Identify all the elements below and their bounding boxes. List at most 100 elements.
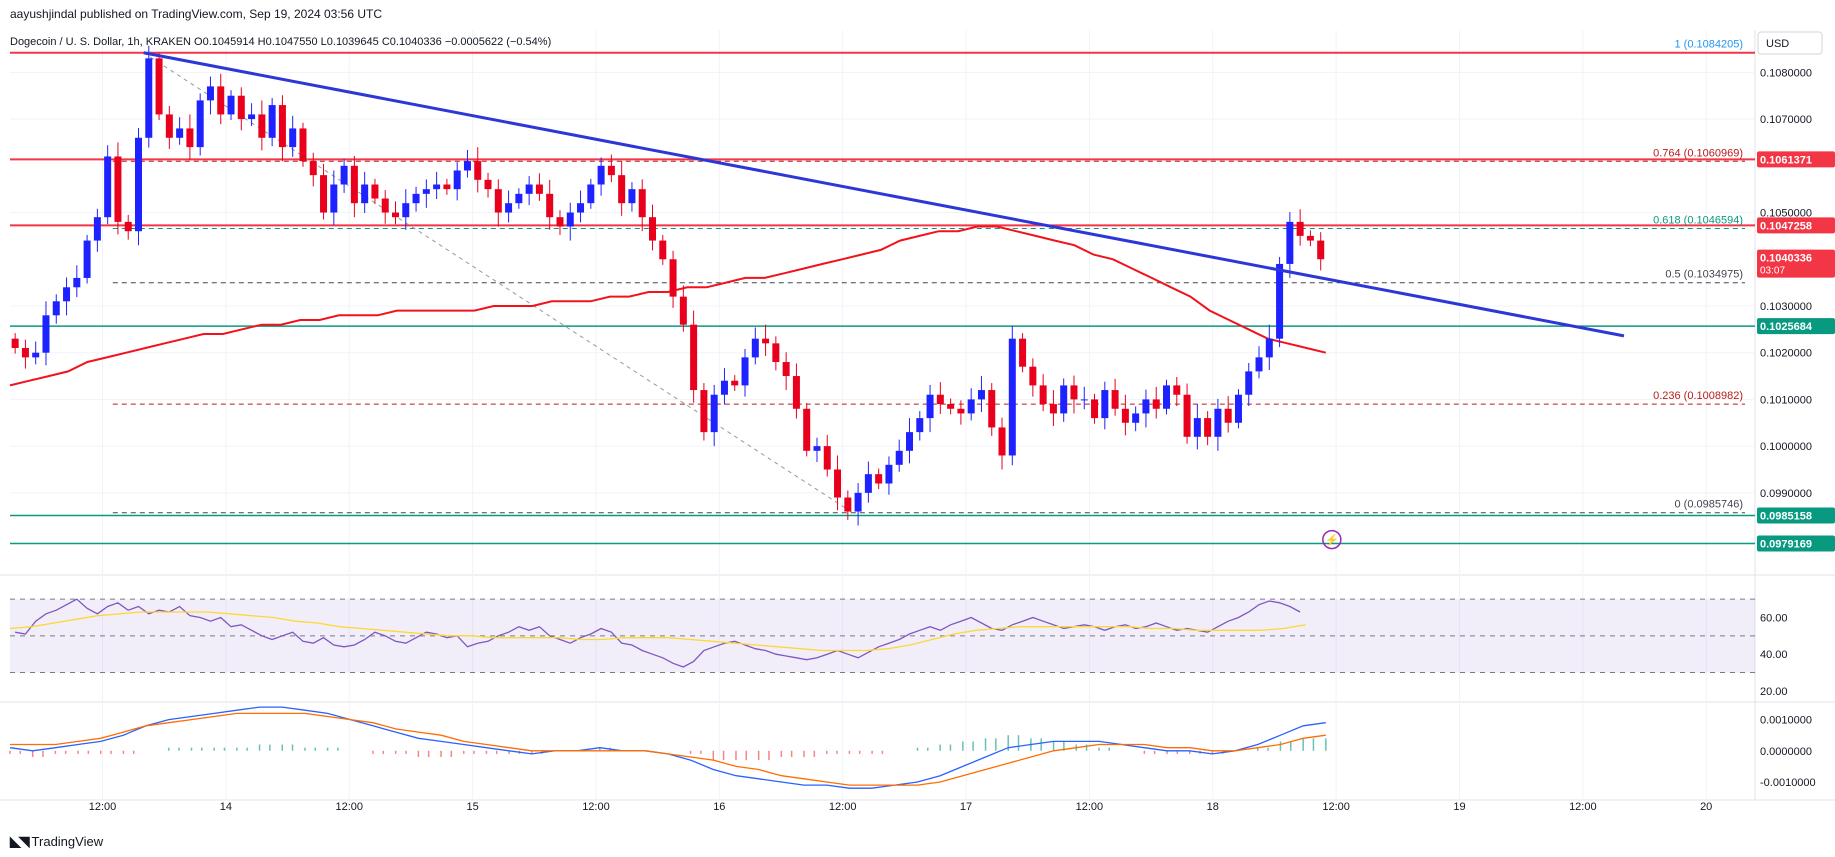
candle-body (813, 446, 821, 451)
candle-body (176, 128, 184, 138)
candle-body (1163, 385, 1170, 409)
moving-average (9, 225, 1327, 387)
trendline-segment (143, 51, 1625, 338)
candle-body (1214, 408, 1222, 437)
candle-body (309, 161, 317, 176)
candle-body (11, 338, 19, 349)
symbol-legend-part: O0.1045914 (191, 36, 255, 48)
rsi-pane (9, 598, 1755, 673)
candle-body (463, 161, 471, 171)
candle-body (844, 497, 852, 512)
candle-body (63, 287, 71, 302)
price-tick-label: 0.1030000 (1760, 301, 1812, 313)
candle-body (227, 95, 235, 115)
candle-body (443, 184, 451, 190)
candle-body (114, 156, 122, 222)
candle-body (875, 474, 883, 484)
candle-body (1234, 394, 1242, 423)
candle-body (1029, 366, 1037, 386)
trendline[interactable] (143, 51, 1625, 338)
price-tick-label: 0.1010000 (1760, 394, 1812, 406)
candle-body (720, 380, 728, 395)
candle-body (340, 165, 348, 185)
price-tag-label: 0.0985158 (1760, 510, 1812, 522)
candle-body (679, 296, 687, 325)
candle-body (124, 221, 132, 232)
time-tick-label: 17 (960, 801, 972, 813)
fib-anchor-line (143, 52, 854, 514)
candle-body (690, 324, 698, 391)
tradingview-logo[interactable]: ◣◥ TradingView (10, 833, 103, 850)
candle-body (669, 259, 677, 297)
ma-curve (9, 225, 1327, 387)
candle-body (782, 362, 790, 377)
fib-anchor-diagonal (143, 52, 854, 514)
candle-body (392, 212, 399, 218)
candle-body (834, 469, 842, 498)
rsi-tick-label: 60.00 (1760, 613, 1788, 625)
symbol-legend-part: C0.1040336 (379, 36, 442, 48)
candle-body (217, 86, 225, 115)
candle-body (474, 161, 482, 180)
candles (11, 45, 1325, 526)
candle-body (607, 165, 615, 176)
candle-body (926, 394, 934, 419)
fibonacci-levels: 1 (0.1084205) 0.764 (0.1060969) 0.618 (0.1… (112, 39, 1745, 514)
macd-tick-label: 0.0010000 (1760, 715, 1812, 727)
candle-body (1101, 390, 1109, 419)
candle-body (1080, 399, 1088, 401)
candle-body (916, 418, 924, 433)
candle-body (21, 348, 29, 358)
candle-body (577, 203, 585, 213)
symbol-legend-part: Dogecoin / U. S. Dollar, 1h, KRAKEN (10, 36, 191, 48)
fib-level-label: 0.5 (0.1034975) (1665, 269, 1743, 281)
candle-body (155, 58, 163, 115)
fib-level-label: 0 (0.0985746) (1675, 499, 1744, 511)
candle-body (186, 128, 194, 148)
candle-body (371, 184, 379, 199)
candle-body (32, 352, 40, 358)
candle-body (1173, 385, 1181, 395)
candle-body (803, 408, 811, 451)
time-tick-label: 12:00 (1569, 801, 1597, 813)
candle-body (422, 189, 430, 194)
candle-body (1060, 385, 1068, 414)
axes: 12:00 14 12:00 15 12:00 16 12:00 17 12:00 18 12:00… (89, 67, 1816, 813)
candle-body (895, 450, 903, 465)
candle-body (258, 114, 266, 138)
candle-body (145, 58, 153, 138)
price-tick-label: 0.1080000 (1760, 67, 1812, 79)
candle-body (967, 399, 975, 414)
candle-body (515, 193, 523, 204)
candle-body (505, 203, 513, 213)
candle-body (52, 301, 60, 316)
candle-body (649, 217, 656, 241)
candle-body (1245, 371, 1253, 395)
candle-body (628, 189, 636, 204)
candle-body (350, 165, 358, 204)
candle-body (299, 128, 307, 162)
rsi-line (14, 598, 1301, 668)
candle-body (402, 203, 410, 218)
macd-line (9, 706, 1326, 789)
candle-body (1070, 385, 1078, 400)
rsi-tick-label: 40.00 (1760, 649, 1788, 661)
candle-body (433, 184, 441, 190)
candle-body (135, 137, 142, 232)
candle-body (196, 100, 204, 148)
price-tag (1757, 217, 1835, 234)
candle-body (854, 492, 862, 512)
candle-body (1019, 338, 1027, 367)
candle-body (381, 198, 389, 213)
fib-level-label: 1 (0.1084205) (1675, 39, 1744, 51)
candle-body (1317, 240, 1325, 260)
candle-body (885, 464, 893, 484)
candle-body (73, 277, 81, 288)
time-tick-label: 15 (466, 801, 478, 813)
price-tag (1757, 151, 1835, 168)
time-tick-label: 12:00 (335, 801, 363, 813)
time-tick-label: 16 (713, 801, 725, 813)
candle-body (1049, 404, 1057, 414)
candle-body (104, 156, 112, 218)
